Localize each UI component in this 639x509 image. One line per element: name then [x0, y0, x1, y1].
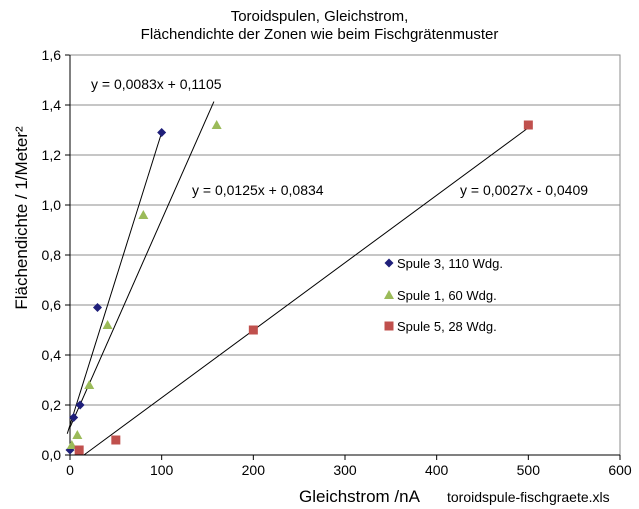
chart-title: Toroidspulen, Gleichstrom, [230, 8, 409, 25]
data-point-series-0 [75, 400, 85, 410]
trendline-series-2 [83, 127, 529, 456]
y-tick-label: 0,8 [42, 247, 62, 263]
data-point-series-2 [74, 445, 84, 455]
data-point-series-1 [102, 320, 113, 329]
trendline-equation-spule-1: y = 0,0125x + 0,0834 [192, 182, 324, 198]
y-tick-label: 1,6 [42, 47, 62, 63]
y-tick-label: 1,2 [42, 147, 62, 163]
y-tick-label: 0,2 [42, 397, 62, 413]
x-tick-label: 300 [333, 462, 357, 478]
data-point-series-1 [138, 210, 149, 219]
legend-marker-series-1 [384, 290, 394, 299]
legend-label-spule-3: Spule 3, 110 Wdg. [397, 256, 503, 271]
y-axis-label: Flächendichte / 1/Meter² [12, 126, 31, 310]
legend-label-spule-1: Spule 1, 60 Wdg. [397, 288, 497, 303]
trendline-equation-spule-3: y = 0,0083x + 0,1105 [91, 76, 222, 92]
trendline-equation-spule-5: y = 0,0027x - 0,0409 [460, 182, 589, 198]
x-tick-label: 200 [242, 462, 266, 478]
y-tick-label: 1,4 [42, 97, 62, 113]
x-axis-label: Gleichstrom /nA [299, 487, 420, 506]
legend-marker-series-0 [384, 258, 394, 268]
data-point-series-0 [93, 303, 102, 312]
trendline-series-0 [66, 132, 163, 434]
x-tick-label: 0 [66, 462, 74, 478]
y-tick-label: 0,6 [42, 297, 62, 313]
y-tick-label: 0,0 [42, 447, 62, 463]
legend-label-spule-5: Spule 5, 28 Wdg. [397, 319, 497, 334]
legend-marker-series-2 [384, 321, 394, 331]
x-tick-label: 100 [150, 462, 174, 478]
data-point-series-1 [72, 430, 83, 439]
x-tick-label: 600 [608, 462, 632, 478]
data-point-series-1 [66, 440, 77, 449]
data-point-series-0 [69, 413, 79, 422]
data-point-series-2 [248, 325, 258, 335]
y-tick-label: 1,0 [42, 197, 62, 213]
data-point-series-1 [211, 120, 222, 129]
x-tick-label: 500 [517, 462, 541, 478]
data-point-series-2 [111, 435, 121, 445]
data-point-series-0 [157, 128, 167, 137]
y-tick-label: 0,4 [42, 347, 62, 363]
chart-subtitle: Flächendichte der Zonen wie beim Fischgr… [140, 26, 499, 43]
data-point-series-2 [523, 120, 533, 130]
source-filename: toroidspule-fischgraete.xls [447, 489, 610, 505]
trendline-series-1 [69, 101, 215, 428]
x-tick-label: 400 [425, 462, 449, 478]
data-point-series-1 [84, 380, 95, 389]
